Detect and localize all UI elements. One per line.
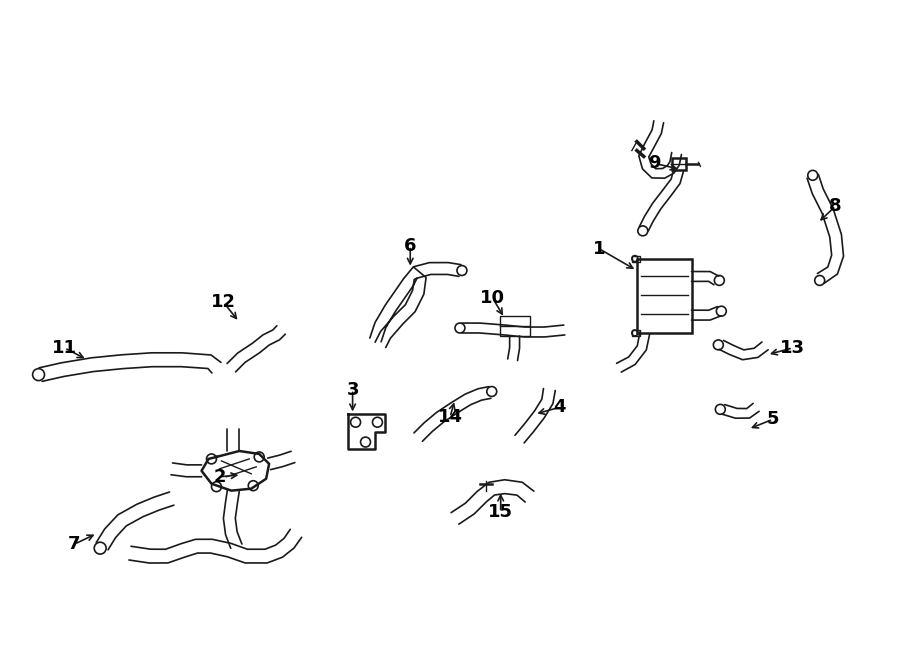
Text: 7: 7 xyxy=(68,535,81,553)
Text: 10: 10 xyxy=(481,289,505,307)
Text: 14: 14 xyxy=(437,408,463,426)
Bar xyxy=(500,316,529,336)
Text: 2: 2 xyxy=(213,468,226,486)
Bar xyxy=(632,256,640,261)
Bar xyxy=(632,330,640,336)
Text: 3: 3 xyxy=(346,381,359,399)
Text: 8: 8 xyxy=(829,197,842,215)
Bar xyxy=(637,259,691,333)
Text: 9: 9 xyxy=(649,154,661,172)
Text: 6: 6 xyxy=(404,237,417,255)
Text: 5: 5 xyxy=(767,410,779,428)
Text: 11: 11 xyxy=(52,339,76,357)
Text: 13: 13 xyxy=(780,339,806,357)
Bar xyxy=(671,158,686,170)
Text: 12: 12 xyxy=(211,293,236,311)
Text: 15: 15 xyxy=(488,504,513,522)
Text: 4: 4 xyxy=(554,399,565,416)
Text: 1: 1 xyxy=(593,240,606,258)
